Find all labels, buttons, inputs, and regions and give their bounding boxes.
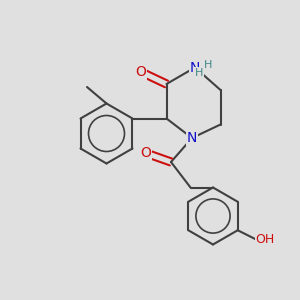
Text: H: H bbox=[195, 68, 203, 77]
Text: N: N bbox=[190, 61, 200, 74]
Text: OH: OH bbox=[256, 233, 275, 246]
Text: N: N bbox=[187, 131, 197, 145]
Text: O: O bbox=[140, 146, 151, 160]
Text: O: O bbox=[136, 65, 146, 79]
Text: H: H bbox=[203, 60, 212, 70]
